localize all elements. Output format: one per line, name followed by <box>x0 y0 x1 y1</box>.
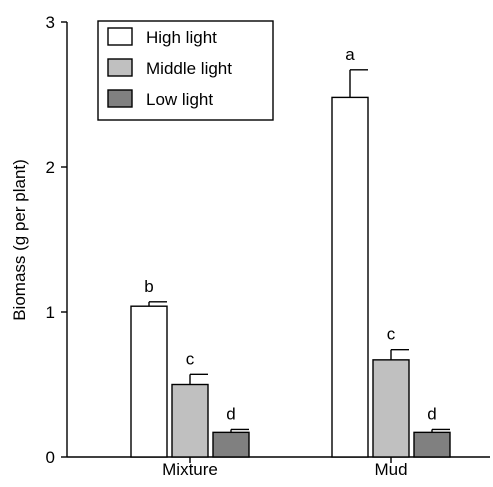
bar <box>130 305 168 458</box>
x-tick-label: Mixture <box>162 460 218 479</box>
significance-letter: d <box>226 404 235 423</box>
significance-letter: c <box>186 349 195 368</box>
legend-swatch <box>107 27 133 46</box>
bar <box>212 431 250 458</box>
y-tick-label: 2 <box>46 158 55 177</box>
y-tick-label: 3 <box>46 13 55 32</box>
y-tick-label: 0 <box>46 448 55 467</box>
legend: High light Middle light Low light <box>97 20 274 121</box>
legend-label: Middle light <box>146 59 232 78</box>
y-axis-label: Biomass (g per plant) <box>10 159 29 321</box>
legend-swatch <box>107 89 133 108</box>
y-tick-label: 1 <box>46 303 55 322</box>
x-tick-label: Mud <box>374 460 407 479</box>
bar <box>413 431 451 458</box>
significance-letter: a <box>345 45 355 64</box>
significance-letter: c <box>387 325 396 344</box>
legend-label: High light <box>146 28 217 47</box>
chart-bars: b c d Mixture a c d Mud <box>130 45 451 479</box>
bar <box>331 96 369 458</box>
bar <box>372 359 410 458</box>
chart-ticks: 0 1 2 3 <box>46 13 67 467</box>
significance-letter: b <box>144 277 153 296</box>
legend-label: Low light <box>146 90 213 109</box>
significance-letter: d <box>427 404 436 423</box>
bar <box>171 383 209 458</box>
legend-swatch <box>107 58 133 77</box>
